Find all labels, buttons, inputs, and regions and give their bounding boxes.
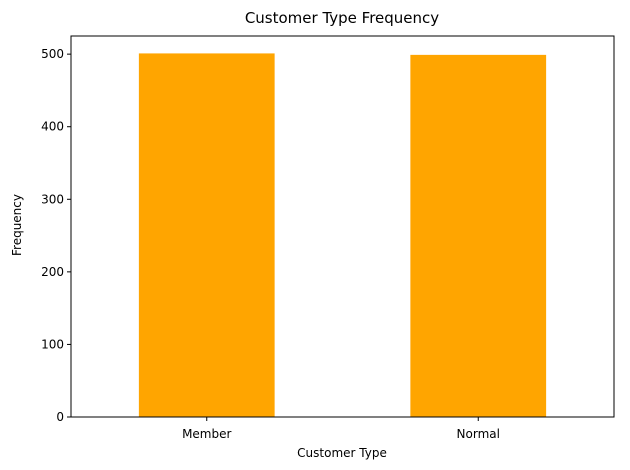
y-tick-label: 100	[41, 337, 64, 351]
y-tick-label: 200	[41, 265, 64, 279]
x-tick-label: Normal	[457, 427, 500, 441]
x-tick-label: Member	[182, 427, 231, 441]
y-tick-label: 0	[56, 410, 64, 424]
chart-title: Customer Type Frequency	[245, 9, 439, 27]
y-tick-label: 500	[41, 47, 64, 61]
bar-member	[138, 53, 275, 417]
bar-normal	[410, 54, 547, 418]
plot-area-frame	[70, 35, 615, 418]
y-axis-label: Frequency	[10, 194, 24, 256]
y-tick-label: 300	[41, 192, 64, 206]
y-axis-ticks: 0 100 200 300 400 500	[41, 47, 71, 424]
x-axis-label: Customer Type	[297, 446, 387, 460]
y-tick-label: 400	[41, 120, 64, 134]
bars-group	[138, 53, 547, 418]
x-axis-ticks: Member Normal	[182, 417, 500, 441]
